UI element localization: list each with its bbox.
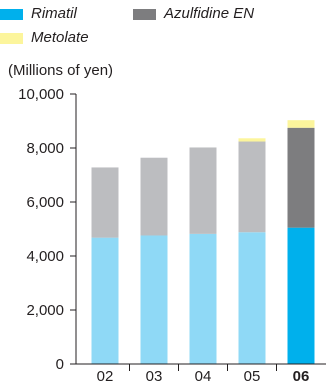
bar-azulfidine-en-06	[287, 127, 315, 228]
bar-azulfidine-en-03	[140, 157, 168, 236]
legend-swatch-metolate	[0, 33, 23, 44]
bar-rimatil-06	[287, 227, 315, 364]
axes: 0 2,000 4,000 6,000 8,000 10,000 02 03 04 05 06	[18, 86, 326, 382]
bar-rimatil-05	[238, 232, 266, 364]
bar-rimatil-04	[189, 233, 217, 364]
y-tick-label: 0	[56, 356, 64, 373]
chart-legend: Rimatil Azulfidine EN Metolate	[0, 0, 326, 60]
legend-swatch-azulfidine-en	[133, 9, 156, 20]
y-tick-label: 10,000	[18, 86, 64, 103]
x-tick-label-02: 02	[97, 368, 114, 382]
bar-azulfidine-en-02	[91, 167, 119, 238]
legend-label-metolate: Metolate	[31, 29, 89, 46]
x-tick-label-04: 04	[195, 368, 212, 382]
bar-rimatil-02	[91, 237, 119, 364]
bar-group	[91, 120, 315, 364]
legend-label-rimatil: Rimatil	[31, 5, 77, 22]
x-tick-label-06: 06	[293, 368, 310, 382]
bar-azulfidine-en-05	[238, 141, 266, 233]
legend-swatch-rimatil	[0, 9, 23, 20]
legend-label-azulfidine-en: Azulfidine EN	[164, 5, 255, 22]
bar-rimatil-03	[140, 235, 168, 364]
bar-metolate-05	[238, 138, 266, 142]
y-tick-label: 2,000	[26, 302, 64, 319]
x-tick-label-03: 03	[146, 368, 163, 382]
y-axis-unit-label: (Millions of yen)	[8, 62, 114, 79]
bar-azulfidine-en-04	[189, 147, 217, 234]
y-tick-label: 8,000	[26, 140, 64, 157]
x-tick-label-05: 05	[244, 368, 261, 382]
y-tick-label: 6,000	[26, 194, 64, 211]
bar-metolate-06	[287, 120, 315, 128]
y-tick-label: 4,000	[26, 248, 64, 265]
